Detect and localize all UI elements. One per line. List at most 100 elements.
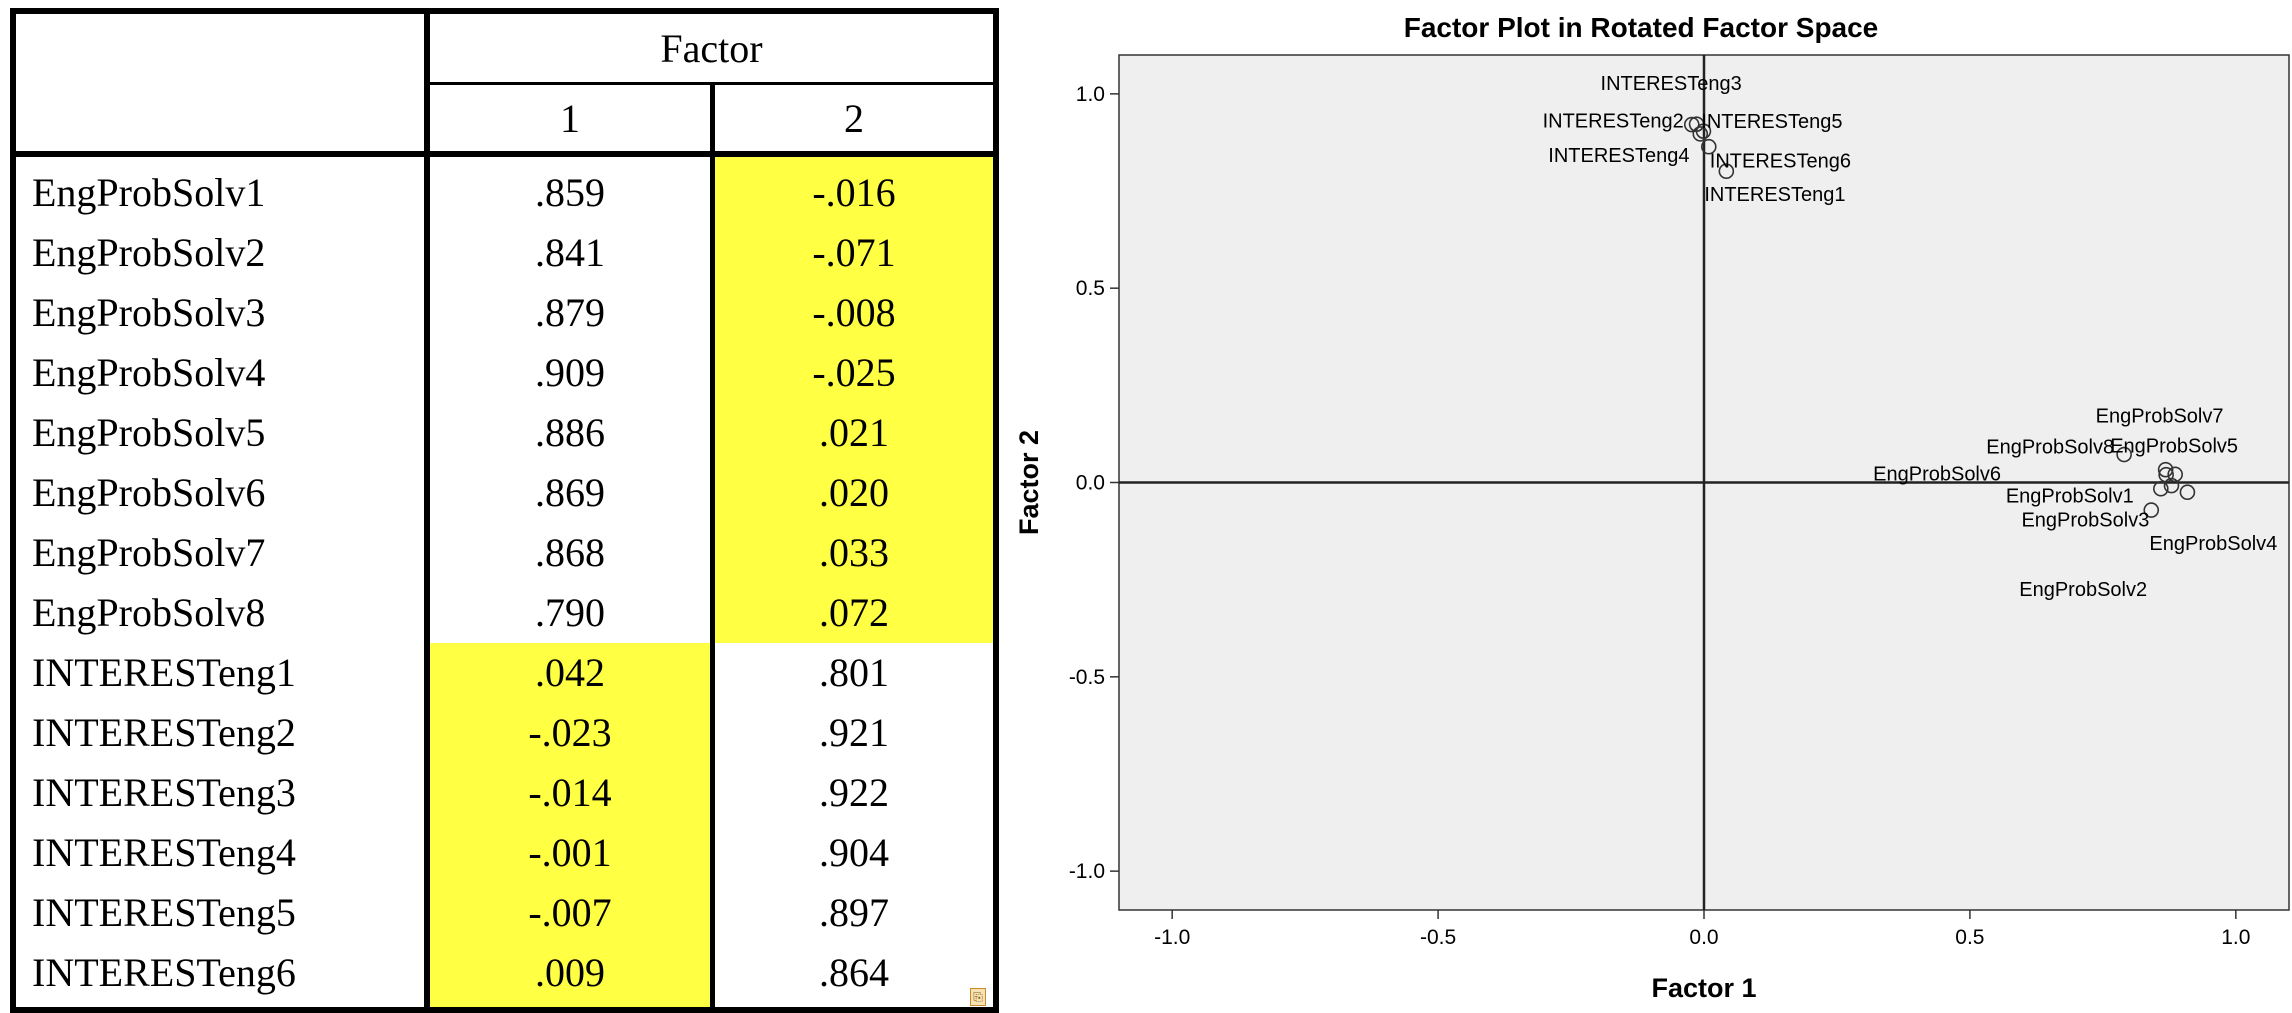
data-point-marker: [2116, 446, 2132, 463]
x-tick-label: 1.0: [2221, 926, 2250, 949]
y-tick-label: -0.5: [1069, 666, 1105, 689]
data-points: [1683, 116, 2196, 518]
loading-factor-1: .841: [424, 223, 713, 283]
table-corner-cell: [13, 11, 427, 154]
row-label: EngProbSolv2: [32, 230, 266, 275]
loading-factor-2: -.016: [710, 154, 996, 223]
data-point-label: INTERESTeng6: [1710, 151, 1851, 173]
data-point-marker: [1695, 123, 1712, 139]
loading-factor-1: .879: [424, 283, 713, 343]
loading-factor-1: .869: [424, 463, 713, 523]
factor-plot-chart: Factor Plot in Rotated Factor Space -1.0…: [1014, 12, 2290, 1003]
table-row: INTERESTeng5 -.007.897: [13, 883, 996, 943]
table-row: INTERESTeng2 -.023.921: [13, 703, 996, 763]
row-label: EngProbSolv1: [32, 170, 266, 215]
loading-factor-2: .801: [710, 643, 996, 703]
table-row: EngProbSolv3 .879 -.008: [13, 283, 996, 343]
data-point-marker: [1718, 163, 1735, 180]
row-label: EngProbSolv5: [32, 410, 266, 455]
row-label: EngProbSolv7: [32, 530, 266, 575]
factor-matrix-table-container: Factor 1 2 EngProbSolv1.859 -.016 EngProbS…: [10, 8, 999, 1013]
data-point-label: INTERESTeng1: [1704, 184, 1845, 206]
table-row: EngProbSolv6 .869.020: [13, 463, 996, 523]
loading-factor-2: .921: [710, 703, 996, 763]
row-label: EngProbSolv3: [32, 290, 266, 335]
table-row: INTERESTeng1 .042.801: [13, 643, 996, 703]
loading-factor-2: .897: [710, 883, 996, 943]
data-point-label: INTERESTeng3: [1601, 73, 1742, 95]
data-point-marker: [1692, 126, 1709, 142]
loading-factor-1: .909: [424, 343, 713, 403]
loading-factor-2: .072: [710, 583, 996, 643]
loading-factor-1: -.001: [424, 823, 713, 883]
copy-icon[interactable]: ⎘: [970, 988, 986, 1006]
loading-factor-2: .904: [710, 823, 996, 883]
x-axis-title: Factor 1: [1651, 973, 1756, 1003]
loading-factor-1: -.014: [424, 763, 713, 823]
data-point-label: INTERESTeng4: [1548, 145, 1689, 167]
loading-factor-1: .790: [424, 583, 713, 643]
row-label: INTERESTeng5: [32, 890, 296, 935]
loading-factor-1: .868: [424, 523, 713, 583]
row-label: INTERESTeng2: [32, 710, 296, 755]
factor-header: Factor: [424, 11, 996, 85]
loading-factor-2: -.025: [710, 343, 996, 403]
data-point-label: INTERESTeng5: [1701, 111, 1842, 133]
point-labels: EngProbSolv1EngProbSolv2EngProbSolv3EngP…: [1543, 73, 2278, 601]
data-point-label: EngProbSolv5: [2110, 435, 2238, 457]
data-point-label: INTERESTeng2: [1543, 111, 1684, 133]
data-point-marker: [2157, 461, 2174, 478]
data-point-label: EngProbSolv4: [2149, 533, 2277, 555]
y-tick-label: 1.0: [1076, 83, 1105, 106]
table-row: EngProbSolv5 .886.021: [13, 403, 996, 463]
loading-factor-1: .009: [424, 943, 713, 1010]
loading-factor-1: -.023: [424, 703, 713, 763]
loading-factor-2: -.008: [710, 283, 996, 343]
loading-factor-2: -.071: [710, 223, 996, 283]
loading-factor-2: .020: [710, 463, 996, 523]
y-tick-label: 0.0: [1076, 472, 1105, 495]
table-row: INTERESTeng3 -.014.922: [13, 763, 996, 823]
data-point-marker: [2158, 466, 2174, 483]
x-tick-label: 0.0: [1689, 926, 1718, 949]
column-header-factor-1: 1: [424, 83, 713, 154]
loading-factor-2: .033: [710, 523, 996, 583]
table-row: INTERESTeng4 -.001.904: [13, 823, 996, 883]
x-tick-label: 0.5: [1955, 926, 1984, 949]
loading-factor-2: .922: [710, 763, 996, 823]
table-row: EngProbSolv7 .868.033: [13, 523, 996, 583]
data-point-label: EngProbSolv7: [2096, 406, 2224, 428]
y-tick-label: -1.0: [1069, 860, 1105, 883]
column-header-factor-2: 2: [710, 83, 996, 154]
row-label: INTERESTeng6: [32, 950, 296, 995]
loading-factor-1: -.007: [424, 883, 713, 943]
x-tick-label: -0.5: [1420, 926, 1456, 949]
loading-factor-1: .886: [424, 403, 713, 463]
table-body: EngProbSolv1.859 -.016 EngProbSolv2.841 -.0…: [13, 154, 996, 1010]
row-label: INTERESTeng4: [32, 830, 296, 875]
y-axis-title: Factor 2: [1014, 430, 1044, 535]
loading-factor-1: .859: [424, 154, 713, 223]
data-point-label: EngProbSolv8: [1986, 437, 2114, 459]
table-row: EngProbSolv1 .859 -.016: [13, 154, 996, 223]
axis-ticks: -1.0 -0.5 0.0 0.5 1.0 -1.0 -0.5 0.0 0.5 1.0: [1069, 83, 2251, 949]
row-label: EngProbSolv6: [32, 470, 266, 515]
table-row: INTERESTeng6 .009.864: [13, 943, 996, 1010]
factor-matrix-table: Factor 1 2 EngProbSolv1.859 -.016 EngProbS…: [10, 8, 999, 1013]
data-point-marker: [2179, 484, 2196, 501]
data-point-marker: [1700, 138, 1717, 155]
table-row: EngProbSolv2 .841 -.071: [13, 223, 996, 283]
row-label: INTERESTeng3: [32, 770, 296, 815]
chart-title: Factor Plot in Rotated Factor Space: [1404, 12, 1879, 43]
data-point-marker: [1683, 116, 1700, 133]
loading-factor-2: .021: [710, 403, 996, 463]
table-row: EngProbSolv8 .790.072: [13, 583, 996, 643]
loading-factor-2: .864: [710, 943, 996, 1010]
table-row: EngProbSolv4 .909 -.025: [13, 343, 996, 403]
row-label: INTERESTeng1: [32, 650, 296, 695]
data-point-label: EngProbSolv2: [2019, 579, 2147, 601]
data-point-marker: [2143, 502, 2160, 518]
data-point-label: EngProbSolv3: [2021, 510, 2149, 532]
loading-factor-1: .042: [424, 643, 713, 703]
data-point-label: EngProbSolv6: [1873, 464, 2001, 486]
